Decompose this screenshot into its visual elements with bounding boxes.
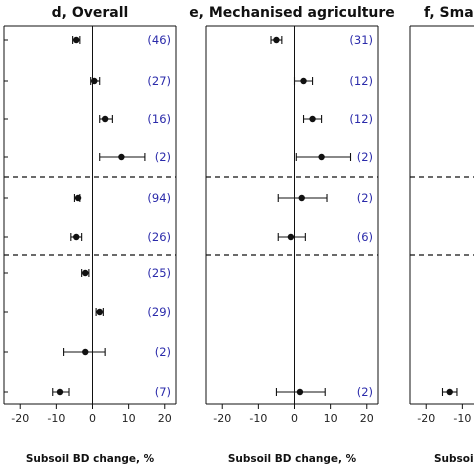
effect-row: (16)	[99, 112, 171, 126]
x-tick-label: -20	[213, 412, 231, 425]
sample-count: (46)	[147, 33, 171, 47]
x-axis-label: Subsoil BD change, %	[26, 453, 155, 465]
mean-point	[96, 308, 103, 316]
x-tick-label: 10	[324, 412, 338, 425]
effect-row: (2)	[277, 191, 373, 205]
effect-row: (7)	[52, 385, 171, 399]
mean-point	[118, 153, 125, 161]
panel-1: d, Overall -20 -10 0 10 20 Subsoil BD change, …	[3, 5, 177, 465]
mean-point	[287, 233, 295, 241]
sample-count: (25)	[147, 266, 171, 280]
mean-point	[73, 233, 80, 241]
effect-row: (12)	[293, 74, 373, 88]
mean-point	[296, 388, 304, 396]
effect-row: (46)	[72, 33, 171, 47]
x-tick-label: -10	[453, 412, 471, 425]
x-tick-label: 10	[122, 412, 136, 425]
sample-count: (12)	[349, 74, 373, 88]
x-axis-label: Subsoil BD	[434, 453, 474, 465]
sample-count: (2)	[357, 150, 373, 164]
sample-count: (7)	[155, 385, 171, 399]
mean-point	[101, 115, 109, 123]
panel-3: f, Small -20 -10 Subsoil BD	[409, 5, 474, 465]
sample-count: (12)	[349, 112, 373, 126]
effect-row: (25)	[81, 266, 171, 280]
effect-row: (2)	[295, 150, 373, 164]
effect-row: (29)	[95, 305, 171, 319]
x-tick-label: -10	[47, 412, 65, 425]
mean-point	[300, 77, 307, 85]
x-tick-label: -10	[249, 412, 267, 425]
sample-count: (94)	[147, 191, 171, 205]
sample-count: (29)	[147, 305, 171, 319]
mean-point	[298, 194, 305, 202]
x-tick-label: 0	[291, 412, 298, 425]
sample-count: (26)	[147, 230, 171, 244]
mean-point	[82, 348, 89, 356]
effect-row: (6)	[277, 230, 373, 244]
sample-count: (2)	[357, 191, 373, 205]
x-tick-label: 20	[360, 412, 374, 425]
x-axis-label: Subsoil BD change, %	[228, 453, 357, 465]
sample-count: (2)	[357, 385, 373, 399]
mean-point	[74, 194, 82, 202]
panel-title: e, Mechanised agriculture	[189, 5, 395, 21]
mean-point	[56, 388, 64, 396]
mean-point	[446, 388, 453, 396]
mean-point	[318, 153, 325, 161]
effect-row: (27)	[90, 74, 171, 88]
sample-count: (16)	[147, 112, 171, 126]
panel-title: f, Small	[424, 5, 474, 21]
effect-row: (2)	[99, 150, 171, 164]
x-tick-label: 0	[89, 412, 96, 425]
effect-row: (26)	[70, 230, 171, 244]
mean-point	[91, 77, 98, 85]
mean-point	[309, 115, 316, 123]
mean-point	[82, 269, 89, 277]
mean-point	[73, 36, 80, 44]
sample-count: (27)	[147, 74, 171, 88]
effect-row: (31)	[270, 33, 373, 47]
x-tick-label: -20	[11, 412, 29, 425]
effect-row: (2)	[275, 385, 373, 399]
mean-point	[273, 36, 280, 44]
panel-title: d, Overall	[52, 5, 129, 21]
sample-count: (2)	[155, 150, 171, 164]
effect-row	[441, 388, 458, 396]
effect-row: (2)	[63, 345, 171, 359]
sample-count: (31)	[349, 33, 373, 47]
x-tick-label: -20	[417, 412, 435, 425]
sample-count: (6)	[357, 230, 373, 244]
sample-count: (2)	[155, 345, 171, 359]
panel-2: e, Mechanised agriculture -20 -10 0 10 20 Subs…	[189, 5, 395, 465]
effect-row: (12)	[302, 112, 373, 126]
x-tick-label: 20	[158, 412, 172, 425]
effect-row: (94)	[73, 191, 171, 205]
